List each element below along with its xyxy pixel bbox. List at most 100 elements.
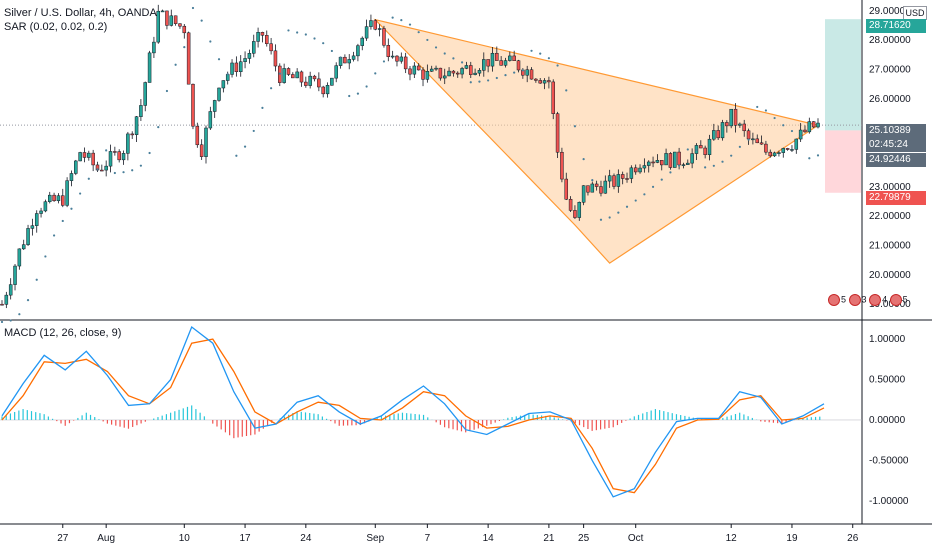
candle-body: [673, 151, 677, 168]
candle-body: [551, 81, 555, 114]
sar-dot: [191, 6, 195, 10]
candle-body: [560, 151, 564, 180]
alert-count: 5: [902, 294, 908, 305]
macd-tick-label: 1.00000: [869, 334, 906, 345]
macd-indicator-label[interactable]: MACD (12, 26, close, 9): [4, 327, 122, 339]
candle-body: [490, 52, 495, 67]
stop-zone: [825, 130, 861, 193]
candle-body: [195, 125, 200, 146]
candle-body: [738, 123, 742, 126]
candle-body: [291, 74, 295, 79]
candle-body: [412, 65, 417, 75]
sar-dot: [287, 29, 290, 32]
candle-body: [529, 69, 534, 80]
sar-dot: [200, 19, 203, 22]
sar-dot: [330, 49, 333, 53]
sar-dot: [773, 116, 776, 120]
candle-body: [785, 148, 790, 150]
candle-body: [642, 165, 647, 169]
sar-dot: [617, 211, 620, 214]
candle-body: [807, 121, 812, 133]
sar-dot: [278, 72, 281, 75]
candle-body: [143, 82, 147, 106]
candle-body: [803, 129, 807, 133]
candle-body: [768, 151, 773, 157]
candle-body: [13, 265, 17, 285]
price-tick-label: 21.00000: [869, 241, 911, 252]
candle-body: [395, 55, 399, 62]
candle-body: [503, 60, 508, 66]
candle-body: [108, 151, 113, 167]
candle-body: [607, 175, 612, 182]
price-tick-label: 22.00000: [869, 211, 911, 222]
currency-badge[interactable]: USD: [903, 6, 927, 20]
candle-body: [512, 55, 516, 61]
flag-icon[interactable]: [889, 294, 902, 306]
candle-body: [781, 148, 786, 153]
candle-body: [399, 56, 404, 62]
candle-body: [664, 153, 668, 166]
flag-icon[interactable]: [848, 294, 861, 306]
sar-dot: [113, 171, 116, 175]
candle-body: [169, 15, 174, 26]
candle-body: [538, 80, 542, 84]
candle-body: [295, 71, 299, 79]
time-tick-label: 14: [483, 533, 495, 544]
candle-body: [603, 180, 608, 194]
alert-flags[interactable]: 5 3 4 5: [828, 294, 908, 306]
sar-dot: [521, 69, 524, 72]
candle-body: [707, 138, 712, 155]
candle-body: [251, 41, 256, 54]
candle-body: [464, 65, 469, 69]
candle-body: [616, 174, 621, 187]
sar-dot: [400, 18, 403, 22]
candle-body: [117, 151, 121, 161]
sar-dot: [96, 168, 99, 171]
symbol-title[interactable]: Silver / U.S. Dollar, 4h, OANDA: [4, 7, 157, 19]
candle-body: [134, 116, 139, 135]
candle-body: [421, 69, 425, 80]
sar-dot: [547, 57, 550, 60]
sar-dot: [87, 177, 90, 180]
candle-body: [221, 80, 226, 89]
candle-body: [321, 86, 325, 95]
sar-dot: [9, 319, 12, 322]
sar-dot: [582, 158, 585, 161]
sar-dot: [148, 151, 151, 155]
sar-dot: [495, 76, 498, 80]
candle-body: [794, 138, 799, 150]
candle-body: [121, 153, 126, 161]
sar-dot: [35, 278, 38, 281]
falling-wedge-drawing: [373, 18, 820, 264]
macd-tick-label: 0.00000: [869, 415, 906, 426]
candle-body: [547, 80, 551, 83]
candle-body: [725, 122, 729, 127]
candle-body: [334, 65, 338, 79]
sar-dot: [452, 57, 455, 60]
sar-dot: [738, 145, 741, 148]
candle-body: [4, 294, 9, 305]
candle-body: [625, 178, 629, 180]
candle-body: [34, 213, 39, 226]
time-tick-label: 7: [425, 533, 431, 544]
sar-dot: [460, 61, 464, 64]
sar-dot: [721, 160, 724, 163]
sar-indicator-label[interactable]: SAR (0.02, 0.02, 0.2): [4, 21, 108, 33]
price-tick-label: 28.00000: [869, 35, 911, 46]
candle-body: [442, 75, 447, 79]
sar-dot: [18, 313, 21, 316]
candle-body: [681, 164, 686, 166]
candle-body: [238, 61, 243, 72]
sar-dot: [374, 72, 377, 75]
sar-dot: [565, 89, 568, 92]
time-tick-label: 24: [300, 533, 312, 544]
price-tick-label: 26.00000: [869, 94, 911, 105]
candle-body: [620, 174, 625, 179]
flag-icon[interactable]: [828, 294, 840, 306]
sar-dot: [209, 40, 212, 43]
sar-dot: [217, 58, 221, 61]
flag-icon[interactable]: [869, 294, 882, 306]
candle-body: [265, 35, 269, 44]
sar-dot: [348, 94, 351, 98]
